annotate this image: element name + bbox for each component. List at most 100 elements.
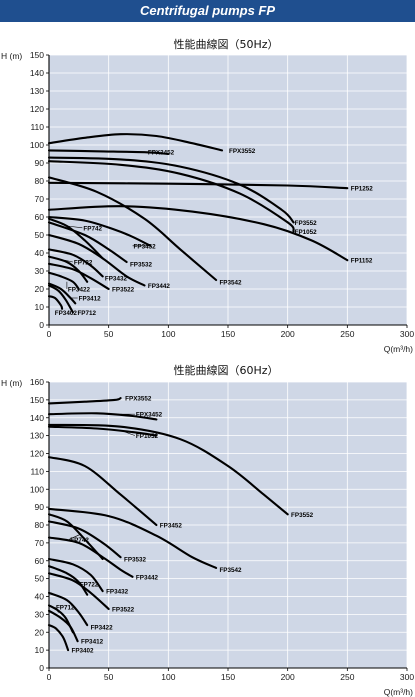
chart1-curve-fp3402	[47, 295, 64, 310]
chart1-x-tick-label: 50	[104, 329, 114, 339]
chart1-curve-fp3532	[47, 221, 128, 264]
chart2-y-tick-label: 150	[30, 395, 44, 405]
chart2-y-tick-label: 140	[30, 413, 44, 423]
chart2-series-label-fp3522: FP3522	[112, 607, 135, 614]
chart1-series-label-fp3532: FP3532	[130, 261, 153, 268]
chart1-series-label-fp712: FP712	[77, 310, 96, 317]
chart2-curve-fp3542	[47, 507, 218, 569]
chart1-series-label-fp3442: FP3442	[148, 283, 171, 290]
chart1-y-tick-label: 40	[35, 248, 45, 258]
chart1-series-label-fp3522: FP3522	[112, 287, 135, 294]
chart2-x-tick-label: 200	[281, 672, 295, 682]
chart1-y-tick-label: 120	[30, 104, 44, 114]
chart2-curve-fp3442	[47, 536, 134, 578]
chart1-leader-fp722	[64, 259, 73, 263]
chart2-y-tick-label: 60	[35, 556, 45, 566]
chart1-y-tick-label: 20	[35, 284, 45, 294]
chart2-curve-fp742	[47, 513, 104, 561]
chart2-x-tick-label: 0	[47, 672, 52, 682]
chart2-x-tick-label: 100	[161, 672, 175, 682]
chart2-curve-fp3452	[47, 456, 158, 527]
chart1-curve-fp1152	[47, 205, 349, 262]
page-title: Centrifugal pumps FP	[139, 3, 276, 18]
chart1-series-label-fp3402: FP3402	[55, 310, 78, 317]
chart1-y-tick-label: 0	[39, 320, 44, 330]
chart1-x-tick-label: 250	[340, 329, 354, 339]
chart2-y-tick-label: 30	[35, 609, 45, 619]
chart1-leader-fpx3452	[146, 151, 169, 155]
chart1-curve-fp3432	[47, 248, 104, 278]
chart1-curve-fp3552	[47, 156, 295, 224]
chart1-series-label-fp1052: FP1052	[295, 229, 318, 236]
chart1-x-tick-label: 150	[221, 329, 235, 339]
chart2-series-label-fp3452: FP3452	[160, 523, 183, 530]
chart2-curve-fp3422	[47, 591, 89, 627]
chart1-series-label-fp742: FP742	[83, 225, 102, 232]
chart1-series-label-fpx3452: FPX3452	[148, 150, 175, 157]
chart2-curve-fp722	[47, 565, 89, 596]
chart2-curve-fp3432	[47, 557, 104, 593]
chart1-y-axis-title: H (m)	[1, 51, 22, 61]
chart2-y-tick-label: 120	[30, 449, 44, 459]
chart2-leader-fp712	[54, 607, 59, 613]
chart1-x-axis-title: Q(m³/h)	[384, 344, 413, 354]
chart2-x-tick-label: 250	[340, 672, 354, 682]
chart1-curve-fp712	[47, 284, 74, 314]
chart1-series-label-fp3412: FP3412	[79, 296, 102, 303]
chart2-series-label-fp3532: FP3532	[124, 556, 147, 563]
chart1-x-tick-label: 200	[281, 329, 295, 339]
chart1-y-tick-label: 150	[30, 50, 44, 60]
chart1-series-label-fp3422: FP3422	[68, 287, 91, 294]
chart2-series-label-fp712: FP712	[56, 605, 75, 612]
chart1-series-label-fp3552: FP3552	[295, 220, 318, 227]
chart1-series-label-fpx3552: FPX3552	[229, 148, 256, 155]
chart1-title: 性能曲線図（50Hz）	[173, 37, 278, 51]
chart1-curve-fpx3552	[47, 133, 224, 152]
chart2-curve-fp3412	[47, 609, 79, 643]
chart2-x-tick-label: 300	[400, 672, 414, 682]
chart2-y-tick-label: 70	[35, 538, 45, 548]
chart1-curve-fp1052	[47, 160, 295, 233]
chart2-y-tick-label: 80	[35, 520, 45, 530]
chart2-y-tick-label: 0	[39, 663, 44, 673]
chart1-y-tick-label: 100	[30, 140, 44, 150]
chart2-leader-fp1052	[120, 429, 136, 436]
chart2-y-tick-label: 160	[30, 377, 44, 387]
chart2-x-axis-title: Q(m³/h)	[384, 687, 413, 697]
chart2-curve-fpx3452	[47, 412, 158, 421]
chart2-series-label-fp3402: FP3402	[71, 648, 94, 655]
chart1-x-tick-label: 0	[47, 329, 52, 339]
chart1-y-tick-label: 130	[30, 86, 44, 96]
chart1-y-tick-label: 140	[30, 68, 44, 78]
chart2-series-label-fp3422: FP3422	[91, 624, 114, 631]
chart2-curve-fp3532	[47, 520, 122, 559]
chart2-curve-fp3402	[47, 624, 70, 652]
chart2-curve-fp3552	[47, 423, 289, 516]
chart1-curve-fp3422	[47, 271, 80, 291]
chart1-y-tick-label: 90	[35, 158, 45, 168]
chart1-y-tick-label: 80	[35, 176, 45, 186]
chart1-leader-fp742	[66, 225, 83, 229]
chart2-series-label-fp3442: FP3442	[136, 574, 159, 581]
chart1-series-label-fp3452: FP3452	[134, 243, 157, 250]
chart2-curve-fp1052	[47, 425, 158, 437]
chart2-series-label-fpx3552: FPX3552	[125, 396, 152, 403]
chart1-y-tick-label: 110	[30, 122, 44, 132]
chart2-title: 性能曲線図（60Hz）	[173, 363, 278, 377]
chart1-y-tick-label: 30	[35, 266, 45, 276]
chart1-series-label-fp3542: FP3542	[219, 279, 242, 286]
chart2-series-label-fp722: FP722	[80, 581, 99, 588]
chart2-series-label-fp742: FP742	[70, 537, 89, 544]
chart2-y-tick-label: 90	[35, 502, 45, 512]
chart1-curve-fp722	[47, 255, 89, 283]
chart2-y-tick-label: 20	[35, 627, 45, 637]
chart2-x-tick-label: 50	[104, 672, 114, 682]
chart1-curve-fp3542	[47, 176, 218, 282]
chart1-y-tick-label: 70	[35, 194, 45, 204]
chart2-curve-fpx3552	[47, 397, 122, 405]
chart2-y-tick-label: 50	[35, 574, 45, 584]
chart1-series-label-fp3432: FP3432	[105, 276, 128, 283]
chart2-series-label-fp3542: FP3542	[219, 567, 242, 574]
chart1-series-label-fp1252: FP1252	[351, 186, 374, 193]
